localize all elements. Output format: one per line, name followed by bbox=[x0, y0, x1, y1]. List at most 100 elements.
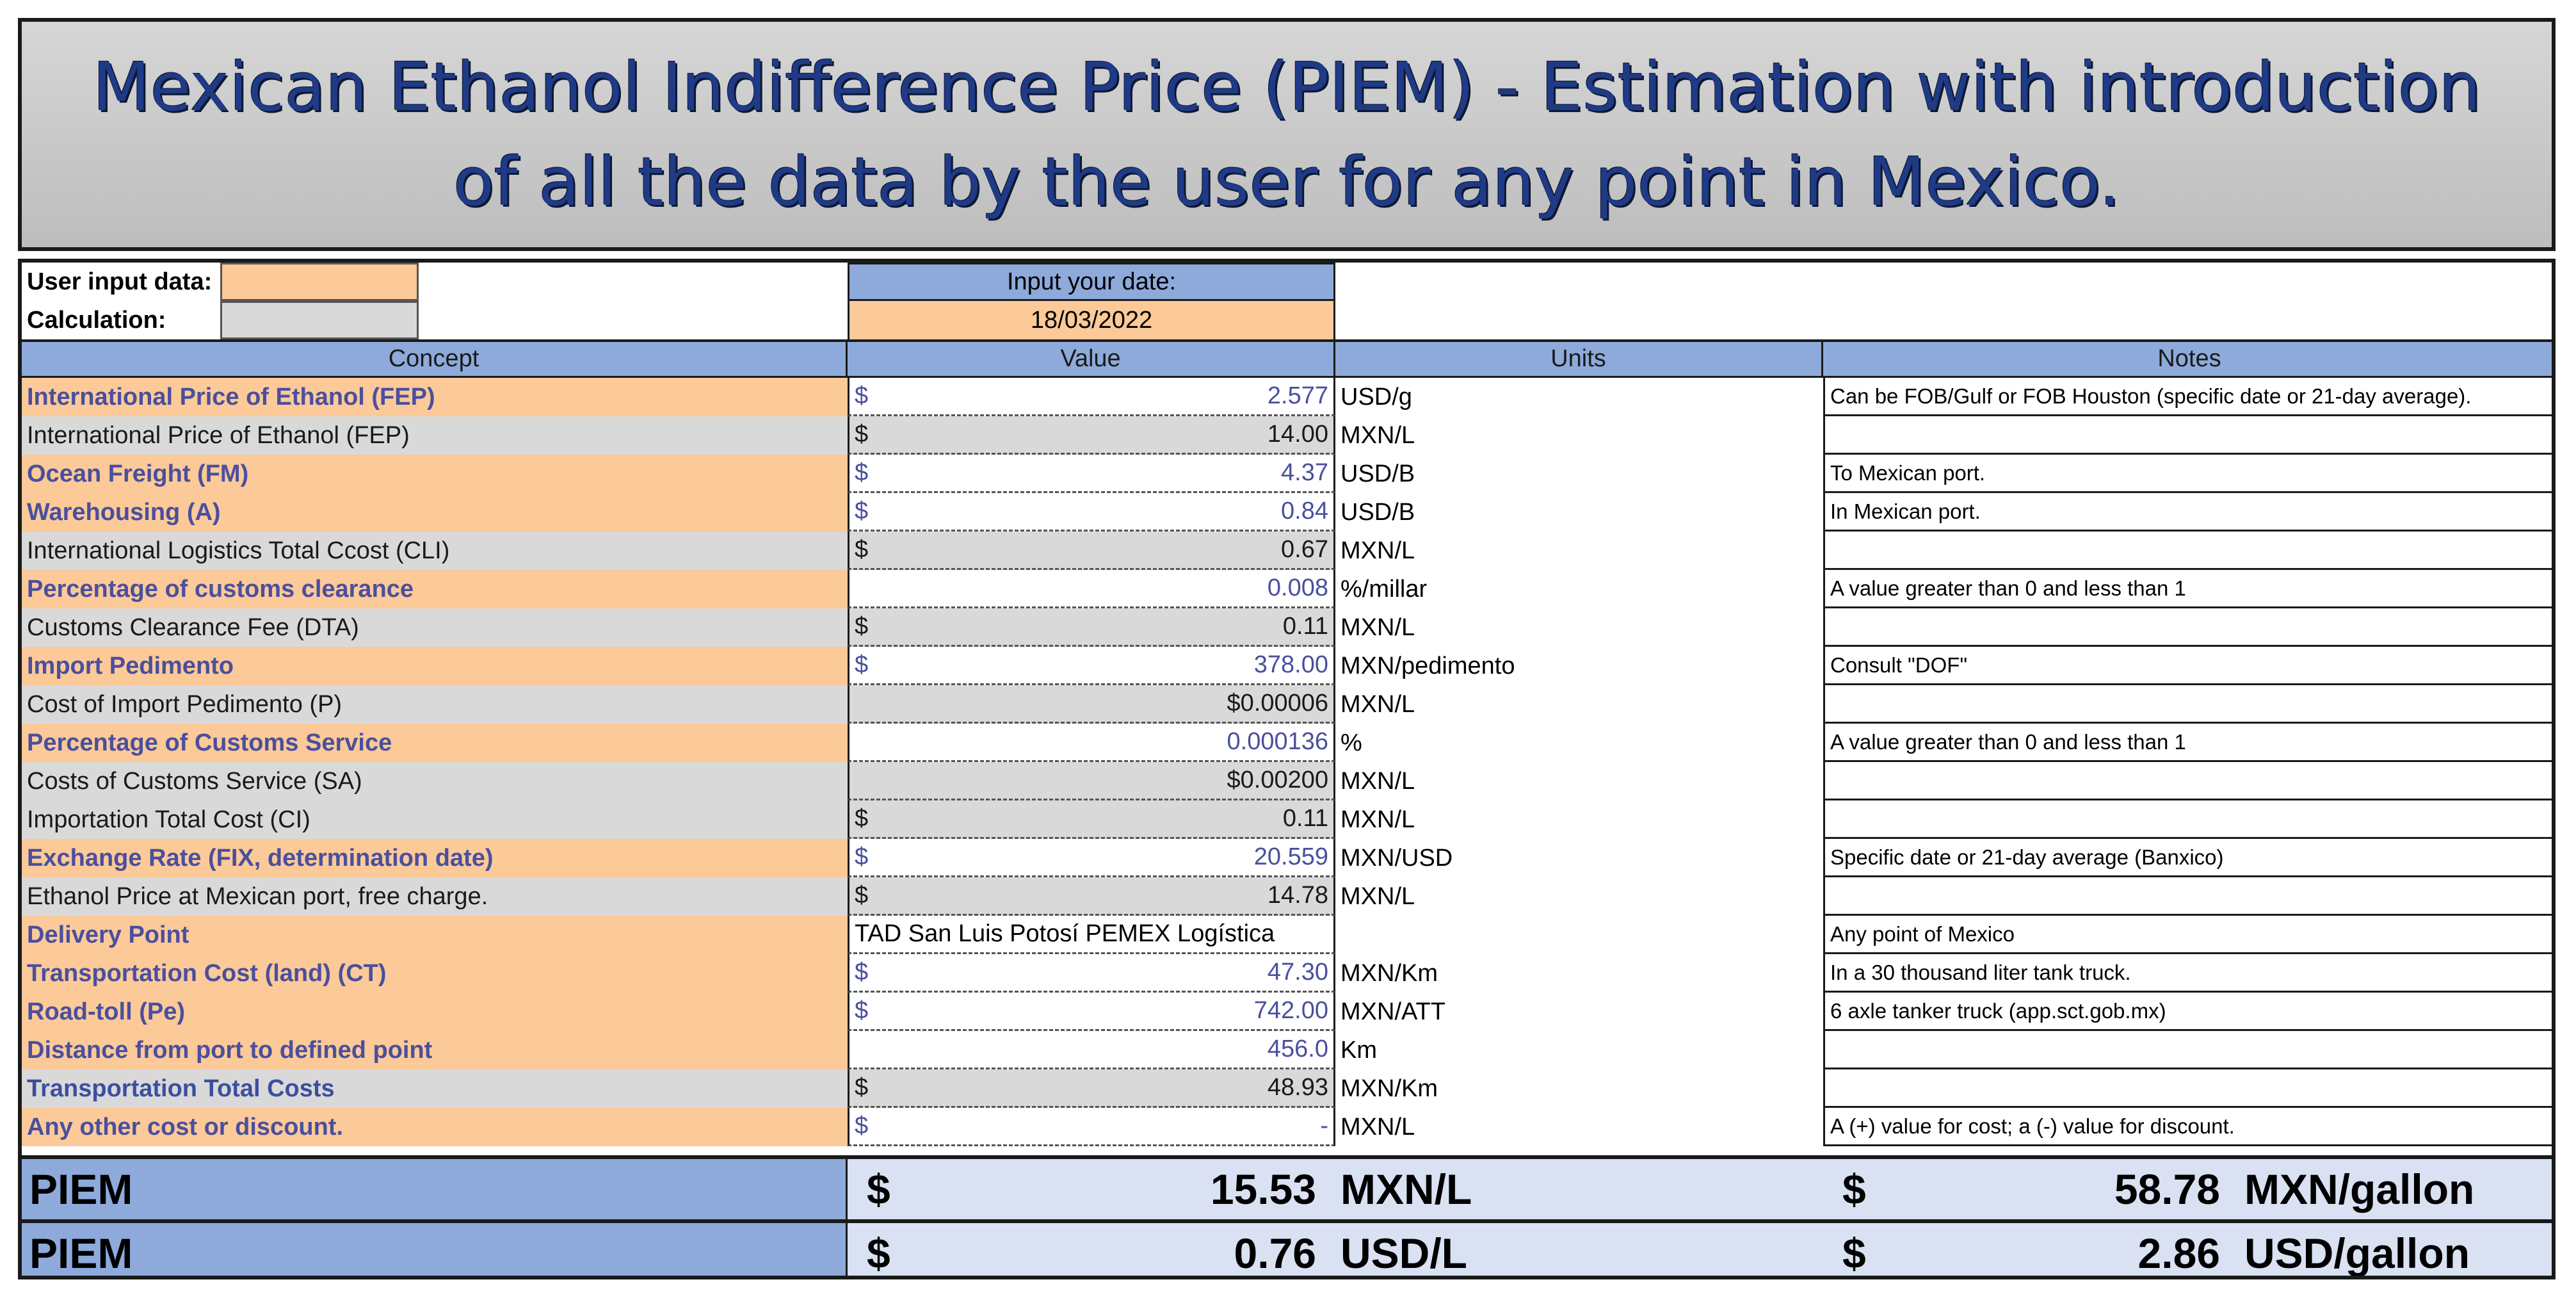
currency-symbol: $ bbox=[855, 882, 869, 909]
value-cell: $0.11 bbox=[848, 800, 1335, 839]
units-cell: MXN/pedimento bbox=[1340, 652, 1515, 679]
units-cell: Km bbox=[1340, 1036, 1377, 1064]
table-row: Cost of Import Pedimento (P) $0.00006 MXN/… bbox=[22, 685, 2552, 724]
table-row: Delivery Point TAD San Luis Potosí PEMEX … bbox=[22, 916, 2552, 954]
value-cell: $48.93 bbox=[848, 1069, 1335, 1108]
units-cell: USD/g bbox=[1340, 383, 1412, 410]
date-input[interactable]: 18/03/2022 bbox=[848, 301, 1335, 339]
table-row: Transportation Total Costs $48.93 MXN/Km bbox=[22, 1069, 2552, 1108]
currency-symbol: $ bbox=[855, 959, 869, 986]
notes-cell: Consult "DOF" bbox=[1823, 647, 2552, 685]
currency-symbol: $ bbox=[855, 843, 869, 870]
notes-cell bbox=[1823, 532, 2552, 570]
concept-cell: Importation Total Cost (CI) bbox=[22, 800, 848, 839]
table-row: Percentage of customs clearance 0.008 %/mi… bbox=[22, 570, 2552, 608]
value-cell[interactable]: $378.00 bbox=[848, 647, 1335, 685]
value-cell[interactable]: $4.37 bbox=[848, 455, 1335, 493]
value-cell[interactable]: $0.84 bbox=[848, 493, 1335, 532]
header-concept: Concept bbox=[22, 342, 848, 376]
piem-unit: MXN/gallon bbox=[2244, 1165, 2475, 1213]
value-amount: 742.00 bbox=[1253, 997, 1328, 1024]
concept-cell: Percentage of customs clearance bbox=[22, 570, 848, 608]
units-cell: USD/B bbox=[1340, 498, 1415, 526]
value-cell[interactable]: $20.559 bbox=[848, 839, 1335, 877]
table-row: International Price of Ethanol (FEP) $14.… bbox=[22, 416, 2552, 455]
notes-cell: 6 axle tanker truck (app.sct.gob.mx) bbox=[1823, 993, 2552, 1031]
value-cell: $0.00006 bbox=[848, 685, 1335, 724]
units-cell: MXN/L bbox=[1340, 537, 1415, 564]
spreadsheet: User input data: Input your date: Calcul… bbox=[18, 259, 2556, 1279]
currency-symbol: $ bbox=[855, 805, 869, 832]
notes-cell bbox=[1823, 416, 2552, 455]
table-row: Distance from port to defined point 456.0… bbox=[22, 1031, 2552, 1069]
currency-symbol: $ bbox=[855, 651, 869, 678]
legend-calc-swatch bbox=[220, 301, 419, 339]
value-amount: $0.00200 bbox=[1227, 767, 1329, 793]
concept-cell: Costs of Customs Service (SA) bbox=[22, 762, 848, 800]
piem-unit: MXN/L bbox=[1340, 1165, 1472, 1213]
table-row: Exchange Rate (FIX, determination date) $… bbox=[22, 839, 2552, 877]
concept-cell: Cost of Import Pedimento (P) bbox=[22, 685, 848, 724]
concept-cell: Customs Clearance Fee (DTA) bbox=[22, 608, 848, 647]
currency-symbol: TAD San Luis Potosí PEMEX Logística bbox=[855, 920, 1275, 947]
value-cell[interactable]: 0.008 bbox=[848, 570, 1335, 608]
value-amount: 456.0 bbox=[1267, 1035, 1328, 1062]
table-row: Customs Clearance Fee (DTA) $0.11 MXN/L bbox=[22, 608, 2552, 647]
concept-cell: Road-toll (Pe) bbox=[22, 993, 848, 1031]
table-row: International Logistics Total Ccost (CLI… bbox=[22, 532, 2552, 570]
value-amount: 14.00 bbox=[1267, 421, 1328, 448]
value-amount: 0.000136 bbox=[1227, 728, 1329, 755]
currency-symbol: $ bbox=[855, 1112, 869, 1139]
units-cell: MXN/L bbox=[1340, 690, 1415, 718]
value-amount: 2.577 bbox=[1267, 382, 1328, 409]
units-cell bbox=[1335, 916, 1823, 954]
notes-cell bbox=[1823, 1069, 2552, 1108]
table-row: International Price of Ethanol (FEP) $2.5… bbox=[22, 378, 2552, 416]
notes-cell: In Mexican port. bbox=[1823, 493, 2552, 532]
value-cell[interactable]: $742.00 bbox=[848, 993, 1335, 1031]
value-cell[interactable]: $ - bbox=[848, 1108, 1335, 1146]
legend-row-input: User input data: Input your date: bbox=[22, 263, 2552, 301]
value-cell: $0.00200 bbox=[848, 762, 1335, 800]
title-banner: Mexican Ethanol Indifference Price (PIEM… bbox=[18, 18, 2556, 251]
notes-cell: Any point of Mexico bbox=[1823, 916, 2552, 954]
value-cell[interactable]: 456.0 bbox=[848, 1031, 1335, 1069]
legend-row-calc: Calculation: 18/03/2022 bbox=[22, 301, 2552, 339]
value-amount: 0.11 bbox=[1282, 805, 1328, 832]
piem-unit: USD/L bbox=[1340, 1230, 1467, 1277]
legend-calc-label: Calculation: bbox=[27, 306, 166, 334]
date-label: Input your date: bbox=[848, 263, 1335, 301]
value-cell: $0.67 bbox=[848, 532, 1335, 570]
currency-symbol: $ bbox=[855, 613, 869, 640]
legend-input-swatch bbox=[220, 263, 419, 301]
value-cell[interactable]: 0.000136 bbox=[848, 724, 1335, 762]
concept-cell: Distance from port to defined point bbox=[22, 1031, 848, 1069]
value-cell[interactable]: $47.30 bbox=[848, 954, 1335, 993]
notes-cell bbox=[1823, 608, 2552, 647]
units-cell: % bbox=[1340, 729, 1362, 756]
currency-symbol: $ bbox=[855, 536, 869, 563]
value-amount: 20.559 bbox=[1253, 843, 1328, 870]
notes-cell: In a 30 thousand liter tank truck. bbox=[1823, 954, 2552, 993]
currency-symbol: $ bbox=[855, 382, 869, 409]
concept-cell: Transportation Cost (land) (CT) bbox=[22, 954, 848, 993]
piem-row-usd: PIEM $ 0.76 USD/L $ 2.86 USD/gallon bbox=[22, 1219, 2552, 1277]
currency-symbol: $ bbox=[867, 1165, 890, 1213]
value-amount: 0.008 bbox=[1267, 574, 1328, 601]
concept-cell: Ethanol Price at Mexican port, free char… bbox=[22, 877, 848, 916]
notes-cell bbox=[1823, 800, 2552, 839]
currency-symbol: $ bbox=[855, 421, 869, 448]
value-cell: $0.11 bbox=[848, 608, 1335, 647]
notes-cell: A (+) value for cost; a (-) value for di… bbox=[1823, 1108, 2552, 1146]
concept-cell: Transportation Total Costs bbox=[22, 1069, 848, 1108]
concept-cell: Percentage of Customs Service bbox=[22, 724, 848, 762]
table-row: Road-toll (Pe) $742.00 MXN/ATT 6 axle tanke… bbox=[22, 993, 2552, 1031]
units-cell: MXN/L bbox=[1340, 613, 1415, 641]
units-cell: MXN/L bbox=[1340, 1113, 1415, 1141]
header-units: Units bbox=[1335, 342, 1823, 376]
value-amount: 0.11 bbox=[1282, 613, 1328, 640]
value-amount: 48.93 bbox=[1267, 1074, 1328, 1101]
value-cell[interactable]: $2.577 bbox=[848, 378, 1335, 416]
units-cell: MXN/L bbox=[1340, 767, 1415, 795]
value-cell[interactable]: TAD San Luis Potosí PEMEX Logística bbox=[848, 916, 1335, 954]
